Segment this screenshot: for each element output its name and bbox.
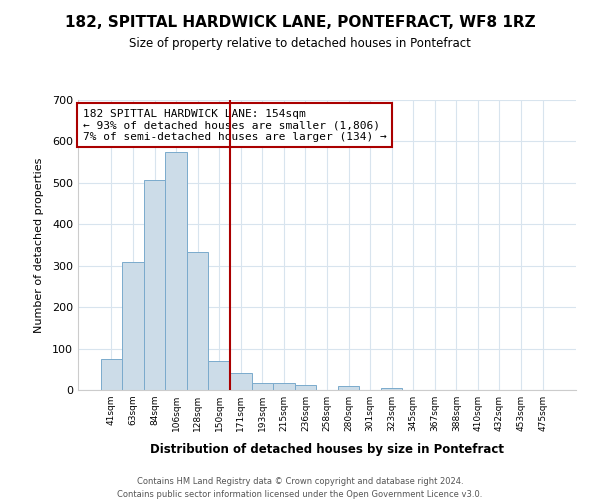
Bar [381, 388, 403, 390]
Bar [295, 385, 316, 390]
Bar [144, 180, 166, 390]
Text: Contains HM Land Registry data © Crown copyright and database right 2024.: Contains HM Land Registry data © Crown c… [137, 478, 463, 486]
Bar [101, 359, 122, 390]
Text: Distribution of detached houses by size in Pontefract: Distribution of detached houses by size … [150, 442, 504, 456]
Bar [338, 386, 359, 390]
Text: Size of property relative to detached houses in Pontefract: Size of property relative to detached ho… [129, 38, 471, 51]
Bar [122, 262, 144, 390]
Text: 182 SPITTAL HARDWICK LANE: 154sqm
← 93% of detached houses are smaller (1,806)
7: 182 SPITTAL HARDWICK LANE: 154sqm ← 93% … [83, 108, 387, 142]
Bar [230, 374, 251, 390]
Bar [208, 361, 230, 390]
Y-axis label: Number of detached properties: Number of detached properties [34, 158, 44, 332]
Bar [166, 152, 187, 390]
Text: Contains public sector information licensed under the Open Government Licence v3: Contains public sector information licen… [118, 490, 482, 499]
Bar [273, 382, 295, 390]
Text: 182, SPITTAL HARDWICK LANE, PONTEFRACT, WF8 1RZ: 182, SPITTAL HARDWICK LANE, PONTEFRACT, … [65, 15, 535, 30]
Bar [187, 252, 208, 390]
Bar [251, 382, 273, 390]
